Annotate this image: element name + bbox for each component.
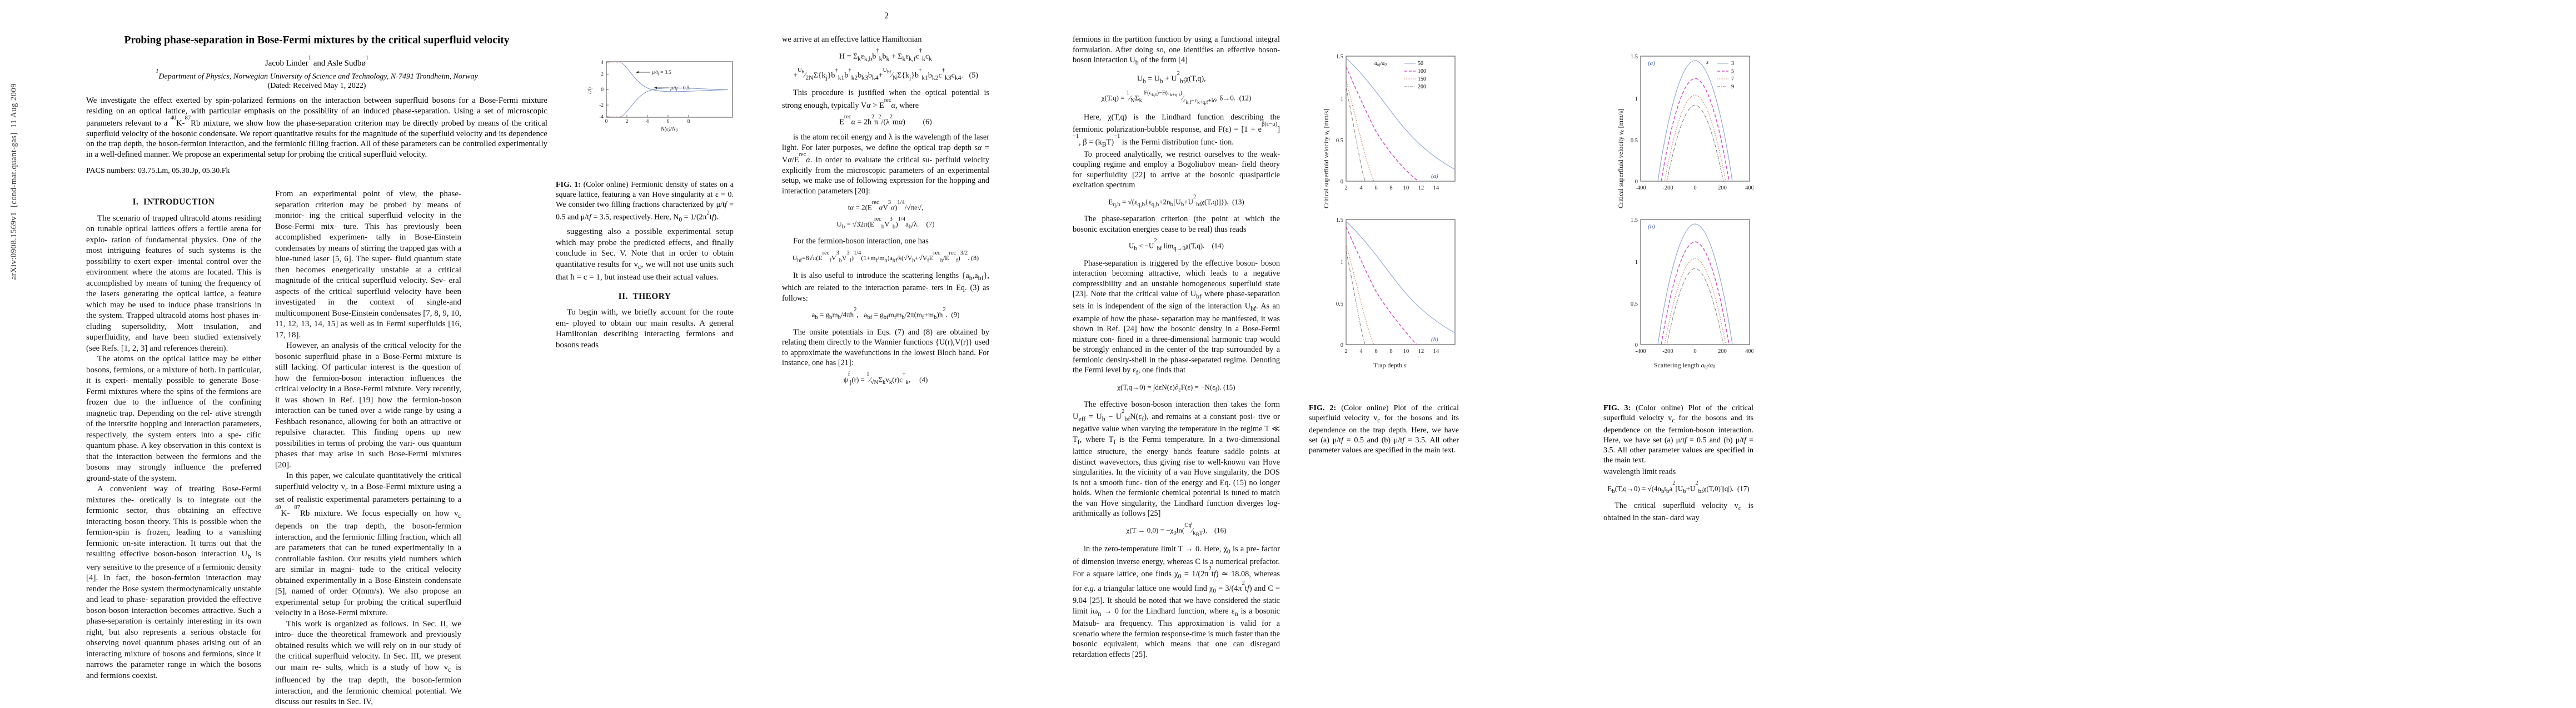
svg-text:0: 0 [1693,185,1696,191]
svg-text:10: 10 [1403,185,1409,191]
svg-text:5: 5 [1731,68,1734,74]
svg-text:1: 1 [1341,96,1343,102]
svg-text:1: 1 [1341,260,1343,266]
svg-text:200: 200 [1718,348,1727,355]
svg-text:0.5: 0.5 [1336,301,1343,307]
svg-text:0.5: 0.5 [1631,138,1638,144]
svg-text:6: 6 [1374,348,1377,355]
svg-text:1: 1 [1635,96,1638,102]
svg-text:1.5: 1.5 [1336,217,1343,223]
svg-text:Trap depth s: Trap depth s [1373,361,1407,369]
svg-text:7: 7 [1731,76,1734,82]
svg-text:(a): (a) [1648,60,1655,67]
svg-text:0: 0 [1693,348,1696,355]
svg-text:Critical superfluid velocity v: Critical superfluid velocity vc [mm/s] [1617,109,1625,208]
svg-text:(b): (b) [1431,336,1438,343]
svg-text:Critical superfluid velocity v: Critical superfluid velocity vc [mm/s] [1322,109,1331,208]
svg-text:-200: -200 [1662,185,1673,191]
svg-text:4: 4 [1359,185,1363,191]
svg-text:-400: -400 [1635,348,1646,355]
svg-text:10: 10 [1403,348,1409,355]
svg-text:6: 6 [1374,185,1377,191]
svg-text:400: 400 [1745,348,1753,355]
svg-text:12: 12 [1418,185,1424,191]
svg-text:14: 14 [1433,185,1439,191]
svg-text:9: 9 [1731,84,1734,90]
svg-text:0: 0 [1341,342,1343,348]
svg-text:12: 12 [1418,348,1424,355]
svg-text:1.5: 1.5 [1336,54,1343,60]
svg-text:0.5: 0.5 [1631,301,1638,307]
svg-text:150: 150 [1418,76,1426,82]
svg-text:0.5: 0.5 [1336,138,1343,144]
svg-text:50: 50 [1418,61,1423,67]
svg-text:8: 8 [1389,348,1392,355]
svg-text:(b): (b) [1648,223,1655,230]
svg-text:1: 1 [1635,260,1638,266]
svg-text:0: 0 [1341,179,1343,185]
svg-text:14: 14 [1433,348,1439,355]
svg-text:200: 200 [1418,84,1426,90]
svg-text:0: 0 [1635,179,1638,185]
svg-text:(a): (a) [1431,173,1438,180]
svg-text:400: 400 [1745,185,1753,191]
svg-text:4: 4 [1359,348,1363,355]
svg-text:100: 100 [1418,68,1426,74]
svg-text:1.5: 1.5 [1631,217,1638,223]
svg-text:2: 2 [1344,348,1347,355]
svg-text:200: 200 [1718,185,1727,191]
svg-text:3: 3 [1731,61,1734,67]
svg-text:abf/a0: abf/a0 [1374,61,1387,67]
svg-text:2: 2 [1344,185,1347,191]
svg-text:0: 0 [1635,342,1638,348]
svg-text:Scattering length abf/a0: Scattering length abf/a0 [1654,361,1715,370]
svg-text:-200: -200 [1662,348,1673,355]
svg-text:1.5: 1.5 [1631,54,1638,60]
svg-text:8: 8 [1389,185,1392,191]
svg-text:s: s [1706,59,1708,66]
svg-text:-400: -400 [1635,185,1646,191]
